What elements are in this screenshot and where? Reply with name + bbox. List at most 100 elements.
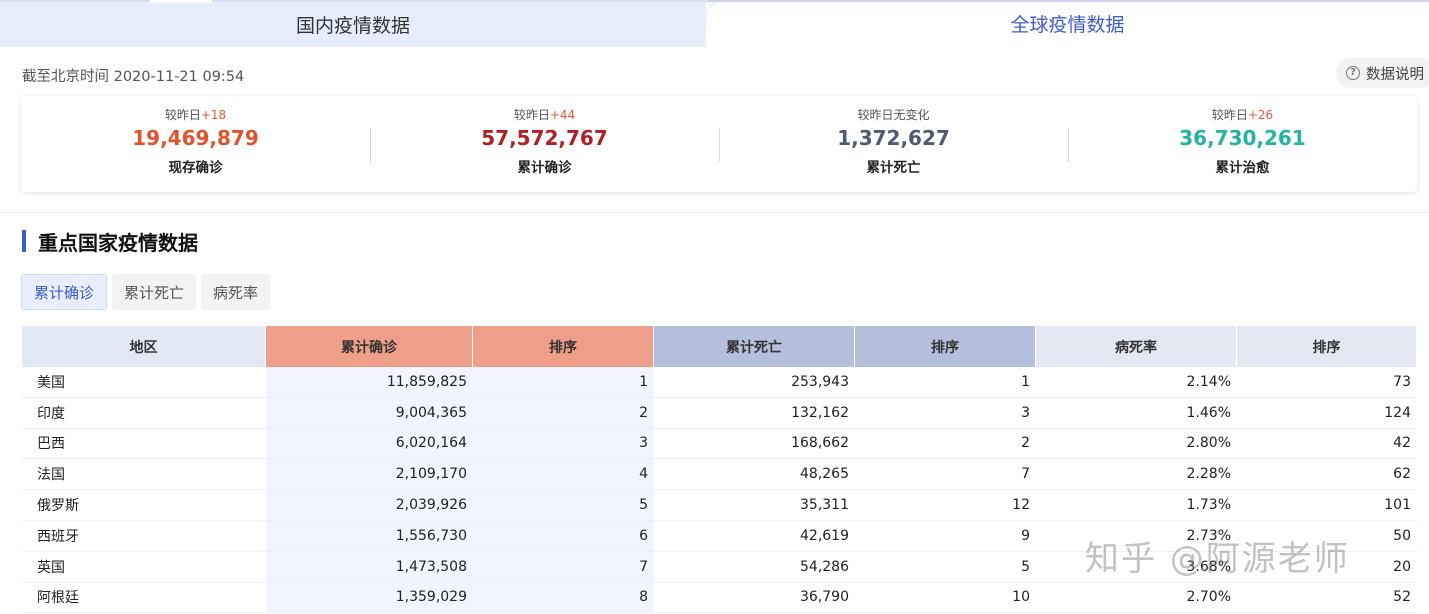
cell-confirmed-rank: 3 xyxy=(473,428,654,459)
cell-region: 巴西 xyxy=(37,436,65,453)
stat-value: 57,572,767 xyxy=(481,126,608,150)
header-fatality-rank[interactable]: 排序 xyxy=(1237,326,1417,367)
cell-fatality-rank: 50 xyxy=(1393,527,1411,544)
cell-confirmed: 2,039,926 xyxy=(266,490,473,520)
tab-domestic[interactable]: 国内疫情数据 xyxy=(0,0,706,47)
table-body: 美国 11,859,825 1 253,943 1 2.14% 73 印度 9,004,365 2… xyxy=(22,367,1417,614)
cell-deaths-rank: 3 xyxy=(1021,404,1030,421)
header-deaths[interactable]: 累计死亡 xyxy=(654,326,855,367)
table-row[interactable]: 美国 11,859,825 1 253,943 1 2.14% 73 xyxy=(22,367,1417,398)
data-info-button[interactable]: ? 数据说明 xyxy=(1336,58,1429,88)
header-fatality-rate[interactable]: 病死率 xyxy=(1036,326,1237,367)
header-deaths-rank[interactable]: 排序 xyxy=(855,326,1036,367)
header-confirmed-rank[interactable]: 排序 xyxy=(473,326,654,367)
cell-confirmed-rank: 7 xyxy=(473,551,654,582)
update-timestamp: 截至北京时间 2020-11-21 09:54 xyxy=(22,69,245,85)
stat-delta-value: +26 xyxy=(1247,108,1274,122)
cell-region: 印度 xyxy=(37,405,65,422)
cell-deaths: 132,162 xyxy=(791,404,849,421)
cell-fatality-rate: 1.46% xyxy=(1186,404,1231,421)
cell-fatality-rank: 42 xyxy=(1393,435,1411,452)
cell-confirmed: 11,859,825 xyxy=(266,367,473,397)
summary-stat: 较昨日+18 19,469,879 现存确诊 xyxy=(21,96,370,192)
header-region[interactable]: 地区 xyxy=(22,326,266,367)
cell-region: 法国 xyxy=(37,467,65,484)
stat-delta-value: +44 xyxy=(549,108,576,122)
metric-subtabs: 累计确诊 累计死亡 病死率 xyxy=(21,274,271,310)
cell-confirmed-rank: 6 xyxy=(473,520,654,551)
cell-confirmed: 2,109,170 xyxy=(266,459,473,490)
cell-fatality-rate: 2.80% xyxy=(1186,435,1231,452)
summary-card: 较昨日+18 19,469,879 现存确诊 较昨日+44 57,572,767 累计确诊… xyxy=(21,96,1417,192)
cell-fatality-rank: 124 xyxy=(1384,404,1411,421)
subtab-deaths[interactable]: 累计死亡 xyxy=(112,274,197,310)
cell-confirmed: 1,556,730 xyxy=(266,520,473,551)
stat-value: 19,469,879 xyxy=(132,126,259,150)
stat-value: 36,730,261 xyxy=(1179,126,1306,150)
cell-deaths: 54,286 xyxy=(800,558,849,575)
table-row[interactable]: 英国 1,473,508 7 54,286 5 3.68% 20 xyxy=(22,551,1417,583)
cell-deaths: 42,619 xyxy=(800,527,849,544)
cell-deaths: 36,790 xyxy=(800,589,849,606)
cell-confirmed-rank: 5 xyxy=(473,490,654,520)
table-row[interactable]: 西班牙 1,556,730 6 42,619 9 2.73% 50 xyxy=(22,520,1417,552)
cell-fatality-rate: 2.14% xyxy=(1186,373,1231,390)
stat-delta-prefix: 较昨日 xyxy=(1211,108,1248,122)
subtab-confirmed[interactable]: 累计确诊 xyxy=(21,274,108,310)
cell-fatality-rank: 101 xyxy=(1384,497,1411,514)
cell-deaths-rank: 12 xyxy=(1012,497,1030,514)
cell-deaths: 35,311 xyxy=(800,497,849,514)
cell-deaths-rank: 9 xyxy=(1021,527,1030,544)
country-data-table: 地区 累计确诊 排序 累计死亡 排序 病死率 排序 美国 11,859,825 1 2… xyxy=(22,326,1417,614)
cell-confirmed: 9,004,365 xyxy=(266,397,473,428)
cell-confirmed-rank: 4 xyxy=(473,459,654,490)
cell-deaths: 168,662 xyxy=(791,435,849,452)
subtab-fatality-rate[interactable]: 病死率 xyxy=(201,274,271,310)
section-title-text: 重点国家疫情数据 xyxy=(38,230,198,255)
cell-deaths-rank: 1 xyxy=(1021,373,1030,390)
header-confirmed[interactable]: 累计确诊 xyxy=(266,326,473,367)
section-title: 重点国家疫情数据 xyxy=(22,228,198,255)
cell-deaths-rank: 2 xyxy=(1021,435,1030,452)
stat-delta: 较昨日+26 xyxy=(1212,106,1273,122)
cell-fatality-rate: 2.73% xyxy=(1186,527,1231,544)
cell-deaths-rank: 10 xyxy=(1012,589,1030,606)
cell-fatality-rate: 2.28% xyxy=(1186,466,1231,483)
stat-delta: 较昨日+44 xyxy=(514,106,575,122)
cell-deaths: 48,265 xyxy=(800,466,849,483)
stat-label: 累计确诊 xyxy=(517,160,572,176)
tab-domestic-label: 国内疫情数据 xyxy=(295,15,410,37)
region-tabs: 国内疫情数据 全球疫情数据 xyxy=(0,0,1429,47)
table-row[interactable]: 俄罗斯 2,039,926 5 35,311 12 1.73% 101 xyxy=(22,490,1417,521)
table-row[interactable]: 法国 2,109,170 4 48,265 7 2.28% 62 xyxy=(22,459,1417,491)
stat-label: 现存确诊 xyxy=(168,160,223,176)
cell-confirmed-rank: 8 xyxy=(473,582,654,613)
data-info-label: 数据说明 xyxy=(1366,66,1424,83)
cell-confirmed: 6,020,164 xyxy=(266,428,473,459)
stat-label: 累计治愈 xyxy=(1215,160,1270,176)
cell-fatality-rank: 73 xyxy=(1393,373,1411,390)
summary-stat: 较昨日无变化 1,372,627 累计死亡 xyxy=(719,96,1068,192)
table-row[interactable]: 巴西 6,020,164 3 168,662 2 2.80% 42 xyxy=(22,428,1417,460)
question-circle-icon: ? xyxy=(1346,66,1360,80)
cell-region: 俄罗斯 xyxy=(37,498,79,515)
cell-fatality-rate: 3.68% xyxy=(1186,558,1231,575)
cell-region: 阿根廷 xyxy=(37,590,79,607)
summary-stat: 较昨日+44 57,572,767 累计确诊 xyxy=(370,96,719,192)
title-accent-bar xyxy=(22,230,26,252)
stat-value: 1,372,627 xyxy=(837,126,950,150)
table-row[interactable]: 阿根廷 1,359,029 8 36,790 10 2.70% 52 xyxy=(22,582,1417,614)
cell-confirmed: 1,359,029 xyxy=(266,582,473,613)
stat-delta-value: +18 xyxy=(200,108,227,122)
stat-delta: 较昨日无变化 xyxy=(857,106,929,122)
tab-global[interactable]: 全球疫情数据 xyxy=(706,0,1429,47)
cell-fatality-rank: 62 xyxy=(1393,466,1411,483)
table-row[interactable]: 印度 9,004,365 2 132,162 3 1.46% 124 xyxy=(22,397,1417,429)
cell-fatality-rank: 20 xyxy=(1393,558,1411,575)
stat-delta-prefix: 较昨日 xyxy=(164,108,201,122)
cell-region: 西班牙 xyxy=(37,528,79,545)
cell-fatality-rate: 2.70% xyxy=(1186,589,1231,606)
cell-deaths: 253,943 xyxy=(791,373,849,390)
cell-confirmed-rank: 2 xyxy=(473,397,654,428)
stat-delta-prefix: 较昨日 xyxy=(513,108,550,122)
